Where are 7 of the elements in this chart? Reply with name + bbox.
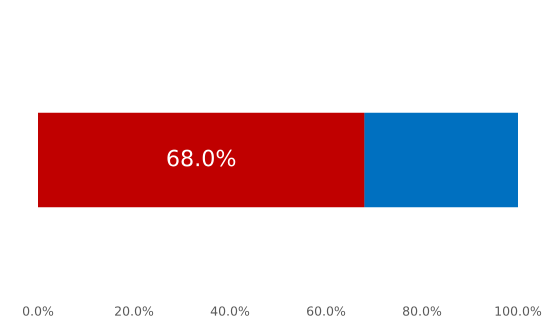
x-tick-label: 60.0% (307, 306, 346, 316)
x-tick-label: 80.0% (402, 306, 442, 316)
x-tick-label: 20.0% (115, 306, 154, 316)
x-tick-label: 100.0% (496, 306, 542, 316)
x-tick-label: 0.0% (22, 306, 54, 316)
data-label: 68.0% (167, 150, 236, 166)
x-tick-label: 40.0% (210, 306, 250, 316)
